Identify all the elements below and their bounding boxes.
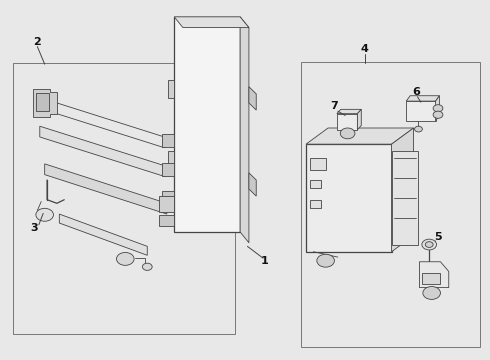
Bar (162, 163, 174, 176)
Polygon shape (174, 17, 249, 28)
Bar (310, 200, 321, 208)
Polygon shape (240, 17, 249, 243)
Polygon shape (40, 126, 164, 176)
Circle shape (143, 263, 152, 270)
Text: 5: 5 (434, 232, 442, 242)
Polygon shape (45, 164, 167, 214)
Circle shape (422, 239, 437, 250)
Polygon shape (59, 214, 147, 255)
Text: 2: 2 (33, 37, 41, 47)
Polygon shape (306, 144, 392, 252)
Polygon shape (168, 151, 174, 169)
Text: 6: 6 (412, 87, 420, 97)
Polygon shape (392, 151, 418, 244)
Bar (162, 134, 174, 147)
Circle shape (340, 128, 355, 139)
Polygon shape (357, 109, 361, 130)
Text: 3: 3 (30, 224, 38, 233)
Circle shape (317, 254, 334, 267)
Polygon shape (306, 128, 414, 144)
Polygon shape (168, 80, 174, 98)
Text: 1: 1 (261, 256, 269, 266)
Text: 7: 7 (330, 102, 338, 112)
Bar (159, 215, 174, 226)
Polygon shape (337, 109, 361, 114)
Polygon shape (249, 87, 256, 110)
Bar (159, 196, 174, 212)
Polygon shape (33, 89, 57, 117)
Polygon shape (249, 173, 256, 196)
Polygon shape (406, 101, 436, 121)
Polygon shape (337, 114, 357, 130)
Polygon shape (422, 273, 441, 284)
Circle shape (423, 287, 441, 300)
Circle shape (36, 208, 53, 221)
Bar (36, 93, 49, 111)
Circle shape (433, 105, 443, 112)
Circle shape (117, 252, 134, 265)
Bar (162, 192, 174, 204)
Polygon shape (419, 262, 449, 288)
Circle shape (415, 126, 422, 132)
Polygon shape (436, 96, 440, 121)
Bar (310, 180, 321, 188)
Text: 4: 4 (361, 44, 368, 54)
Bar (301, 62, 480, 347)
Polygon shape (392, 128, 414, 252)
Polygon shape (406, 96, 440, 101)
Bar (13, 63, 235, 334)
Polygon shape (40, 98, 164, 148)
Circle shape (433, 111, 443, 118)
Bar (310, 158, 326, 170)
Circle shape (425, 242, 433, 247)
Polygon shape (174, 17, 240, 232)
